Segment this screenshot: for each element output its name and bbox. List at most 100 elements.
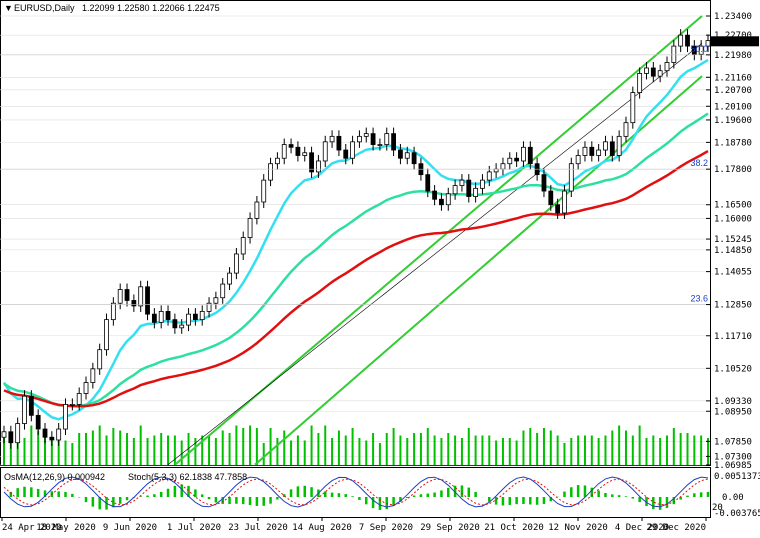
candle-body bbox=[650, 67, 656, 77]
candle-body bbox=[575, 155, 581, 165]
candle-body bbox=[233, 253, 239, 274]
candle-body bbox=[445, 193, 451, 206]
date-tick-label: 21 Oct 2020 bbox=[484, 523, 544, 533]
date-tick-label: 29 Dec 2020 bbox=[646, 523, 706, 533]
candle-body bbox=[363, 133, 369, 137]
candle-body bbox=[486, 171, 492, 181]
price-tick-label: 1.16500 bbox=[714, 201, 752, 211]
candle-body bbox=[562, 190, 567, 214]
candle-body bbox=[452, 185, 458, 195]
candle-body bbox=[104, 319, 109, 351]
osma-label: OsMA(12,26,9) 0.000942 bbox=[4, 472, 105, 482]
candle-body bbox=[42, 428, 48, 438]
candle-body bbox=[138, 286, 144, 307]
candle-body bbox=[596, 149, 602, 156]
date-tick-label: 23 Jul 2020 bbox=[228, 523, 288, 533]
candle-body bbox=[1, 431, 7, 438]
candle-body bbox=[541, 174, 547, 192]
price-axis: 1.23400 1.22700 1.21980 1.21160 1.20700 1.201… bbox=[706, 12, 759, 471]
price-tick-label: 1.16000 bbox=[714, 214, 752, 224]
candle-body bbox=[97, 349, 103, 370]
candle-body bbox=[179, 324, 185, 329]
price-tick-label: 1.07850 bbox=[714, 437, 752, 447]
ohlc-values: 1.22099 1.22580 1.22066 1.22475 bbox=[82, 3, 220, 13]
price-tick-label: 1.21160 bbox=[714, 73, 752, 83]
candle-body bbox=[63, 404, 68, 430]
fib-levels: 23.6 38.2 50.0 bbox=[0, 44, 710, 305]
candle-body bbox=[603, 141, 608, 151]
stoch-level-label: 20 bbox=[712, 503, 723, 513]
channel-mid-line bbox=[167, 43, 703, 465]
candle-body bbox=[370, 133, 376, 145]
candle-body bbox=[158, 311, 164, 323]
volume-bars bbox=[3, 425, 709, 465]
candle-body bbox=[268, 163, 273, 181]
candle-body bbox=[644, 67, 649, 74]
candle-body bbox=[90, 368, 96, 383]
price-tick-label: 1.17800 bbox=[714, 165, 752, 175]
candle-body bbox=[15, 423, 21, 444]
candle-body bbox=[404, 152, 410, 159]
candle-body bbox=[145, 286, 150, 315]
date-tick-label: 14 Aug 2020 bbox=[292, 523, 352, 533]
ema-slow-line bbox=[3, 150, 709, 408]
candle-body bbox=[514, 157, 520, 162]
candle-body bbox=[22, 395, 27, 424]
price-tick-label: 1.22700 bbox=[714, 31, 752, 41]
candle-body bbox=[56, 428, 62, 441]
price-tick-label: 1.14055 bbox=[714, 268, 752, 278]
price-tick-label: 1.21980 bbox=[714, 51, 752, 61]
price-tick-label: 1.07300 bbox=[714, 452, 752, 462]
current-price-box bbox=[711, 36, 759, 47]
candle-body bbox=[589, 146, 595, 156]
date-tick-label: 24 Apr 2020 bbox=[2, 523, 62, 533]
date-tick-label: 12 Nov 2020 bbox=[548, 523, 608, 533]
price-tick-label: 1.06985 bbox=[714, 461, 752, 471]
price-tick-label: 1.12850 bbox=[714, 301, 752, 311]
stoch-signal-line bbox=[3, 478, 709, 506]
indicator-bottom-label: -0.0037650 bbox=[714, 509, 760, 519]
candle-body bbox=[35, 414, 41, 430]
candle-body bbox=[199, 311, 205, 321]
candle-body bbox=[521, 146, 526, 162]
date-tick-label: 9 Jun 2020 bbox=[103, 523, 157, 533]
candle-body bbox=[110, 302, 116, 321]
main-frame bbox=[0, 0, 711, 466]
candle-body bbox=[678, 34, 684, 47]
candle-body bbox=[685, 34, 690, 47]
stoch-label: Stoch(5,3,3) 62.1838 47.7858 bbox=[128, 472, 247, 482]
candle-body bbox=[247, 218, 253, 238]
candle-body bbox=[398, 149, 403, 159]
candle-body bbox=[192, 313, 198, 321]
candle-body bbox=[432, 190, 438, 200]
date-tick-label: 29 Sep 2020 bbox=[420, 523, 480, 533]
candle-body bbox=[459, 179, 465, 186]
candle-body bbox=[227, 272, 232, 285]
candle-body bbox=[8, 431, 14, 444]
candle-body bbox=[527, 146, 533, 165]
ema-mid-line bbox=[3, 112, 709, 408]
fib-level-label: 50.0 bbox=[690, 44, 708, 54]
candle-body bbox=[350, 141, 355, 159]
candle-body bbox=[124, 289, 130, 301]
indicator-panel: OsMA(12,26,9) 0.000942 Stoch(5,3,3) 62.18… bbox=[3, 472, 760, 519]
current-price-label: 1.22475 bbox=[714, 37, 752, 47]
candle-body bbox=[83, 382, 89, 394]
date-tick-label: 18 May 2020 bbox=[36, 523, 96, 533]
candle-body bbox=[322, 141, 328, 162]
candle-body bbox=[425, 174, 431, 192]
price-tick-label: 1.10520 bbox=[714, 364, 752, 374]
price-tick-label: 1.08950 bbox=[714, 407, 752, 417]
candle-body bbox=[329, 135, 335, 143]
candle-body bbox=[220, 283, 226, 299]
candle-body bbox=[343, 149, 349, 159]
candle-body bbox=[555, 204, 561, 214]
candle-body bbox=[664, 62, 670, 72]
candle-body bbox=[336, 135, 342, 151]
candle-body bbox=[309, 152, 314, 173]
indicator-frame bbox=[0, 467, 711, 518]
candle-body bbox=[671, 45, 677, 63]
candle-body bbox=[411, 152, 417, 165]
price-tick-label: 1.09330 bbox=[714, 397, 752, 407]
